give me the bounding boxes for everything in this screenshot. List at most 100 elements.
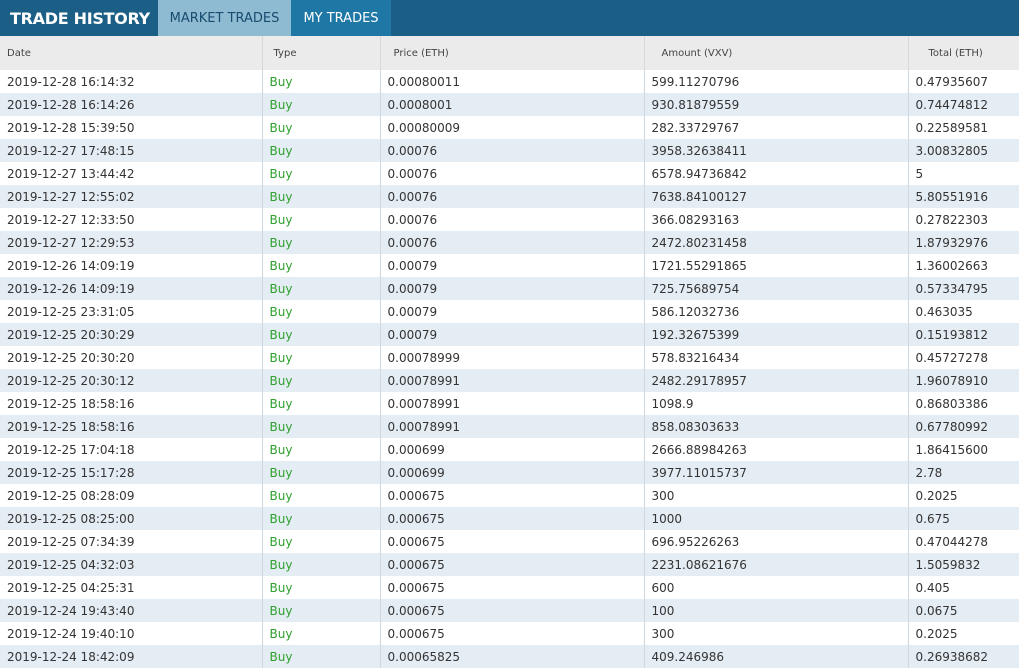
- trade-date: 2019-12-25 18:58:16: [7, 396, 135, 411]
- trade-type: Buy: [261, 323, 380, 346]
- table-row: 2019-12-24 18:42:09 Buy 0.00065825 409.2469…: [0, 645, 1019, 668]
- trade-price: 0.00076: [379, 208, 644, 231]
- trade-total: 0.2025: [907, 484, 1019, 507]
- column-header-date[interactable]: Date: [7, 47, 31, 59]
- trade-type: Buy: [261, 208, 380, 231]
- trade-total: 0.27822303: [907, 208, 1019, 231]
- trade-date: 2019-12-27 12:33:50: [7, 212, 135, 227]
- trade-price: 0.000675: [379, 622, 644, 645]
- trade-price: 0.00078991: [379, 392, 644, 415]
- trade-date: 2019-12-26 14:09:19: [7, 281, 135, 296]
- trade-date: 2019-12-25 20:30:12: [7, 373, 135, 388]
- trade-type: Buy: [261, 346, 380, 369]
- trade-price: 0.00079: [379, 300, 644, 323]
- trade-price: 0.000675: [379, 553, 644, 576]
- table-row: 2019-12-27 12:55:02 Buy 0.00076 7638.841001…: [0, 185, 1019, 208]
- trade-amount: 409.246986: [643, 645, 908, 668]
- tab-market-trades[interactable]: MARKET TRADES: [158, 0, 291, 36]
- trade-type: Buy: [261, 576, 380, 599]
- trade-date: 2019-12-25 04:25:31: [7, 580, 135, 595]
- trade-amount: 2666.88984263: [643, 438, 908, 461]
- table-row: 2019-12-24 19:40:10 Buy 0.000675 300 0.2025: [0, 622, 1019, 645]
- trade-price: 0.000675: [379, 484, 644, 507]
- table-row: 2019-12-26 14:09:19 Buy 0.00079 1721.552918…: [0, 254, 1019, 277]
- tab-my-trades[interactable]: MY TRADES: [291, 0, 391, 36]
- table-header-row: Date Type Price (ETH) Amount (VXV) Total…: [0, 36, 1019, 70]
- trade-price: 0.00078999: [379, 346, 644, 369]
- trade-date: 2019-12-25 20:30:29: [7, 327, 135, 342]
- trade-amount: 100: [643, 599, 908, 622]
- table-row: 2019-12-25 20:30:12 Buy 0.00078991 2482.291…: [0, 369, 1019, 392]
- trade-amount: 1000: [643, 507, 908, 530]
- trade-price: 0.000699: [379, 461, 644, 484]
- trade-total: 1.36002663: [907, 254, 1019, 277]
- trade-date: 2019-12-24 19:43:40: [7, 603, 135, 618]
- trade-price: 0.00079: [379, 323, 644, 346]
- trade-date: 2019-12-25 08:28:09: [7, 488, 135, 503]
- trade-type: Buy: [261, 530, 380, 553]
- trade-total: 0.74474812: [907, 93, 1019, 116]
- trade-total: 3.00832805: [907, 139, 1019, 162]
- trade-amount: 2231.08621676: [643, 553, 908, 576]
- column-header-amount[interactable]: Amount (VXV): [643, 36, 908, 70]
- column-header-total[interactable]: Total (ETH): [907, 36, 1019, 70]
- trade-total: 0.2025: [907, 622, 1019, 645]
- table-row: 2019-12-25 04:32:03 Buy 0.000675 2231.08621…: [0, 553, 1019, 576]
- trade-total: 2.78: [907, 461, 1019, 484]
- trade-rows: 2019-12-28 16:14:32 Buy 0.00080011 599.1127…: [0, 70, 1019, 668]
- trade-date: 2019-12-27 17:48:15: [7, 143, 135, 158]
- trade-date: 2019-12-25 04:32:03: [7, 557, 135, 572]
- table-row: 2019-12-27 12:33:50 Buy 0.00076 366.0829316…: [0, 208, 1019, 231]
- trade-amount: 2472.80231458: [643, 231, 908, 254]
- trade-type: Buy: [261, 461, 380, 484]
- trade-total: 0.0675: [907, 599, 1019, 622]
- trade-type: Buy: [261, 622, 380, 645]
- table-row: 2019-12-25 08:25:00 Buy 0.000675 1000 0.675: [0, 507, 1019, 530]
- column-header-type[interactable]: Type: [261, 36, 380, 70]
- trade-price: 0.000675: [379, 599, 644, 622]
- trade-date: 2019-12-25 23:31:05: [7, 304, 135, 319]
- table-row: 2019-12-27 17:48:15 Buy 0.00076 3958.326384…: [0, 139, 1019, 162]
- trade-amount: 2482.29178957: [643, 369, 908, 392]
- trade-type: Buy: [261, 70, 380, 93]
- trade-amount: 3958.32638411: [643, 139, 908, 162]
- trade-total: 5: [907, 162, 1019, 185]
- trade-date: 2019-12-24 18:42:09: [7, 649, 135, 664]
- trade-amount: 1721.55291865: [643, 254, 908, 277]
- trade-date: 2019-12-25 08:25:00: [7, 511, 135, 526]
- trade-type: Buy: [261, 553, 380, 576]
- table-row: 2019-12-28 16:14:32 Buy 0.00080011 599.1127…: [0, 70, 1019, 93]
- page-title: TRADE HISTORY: [10, 8, 150, 28]
- trade-amount: 599.11270796: [643, 70, 908, 93]
- column-header-price[interactable]: Price (ETH): [379, 36, 644, 70]
- trade-total: 1.87932976: [907, 231, 1019, 254]
- table-row: 2019-12-25 18:58:16 Buy 0.00078991 1098.9 0.…: [0, 392, 1019, 415]
- trade-type: Buy: [261, 277, 380, 300]
- trade-date: 2019-12-25 17:04:18: [7, 442, 135, 457]
- trade-amount: 192.32675399: [643, 323, 908, 346]
- trade-price: 0.000675: [379, 507, 644, 530]
- trade-amount: 282.33729767: [643, 116, 908, 139]
- trade-amount: 7638.84100127: [643, 185, 908, 208]
- table-row: 2019-12-28 15:39:50 Buy 0.00080009 282.3372…: [0, 116, 1019, 139]
- trade-type: Buy: [261, 300, 380, 323]
- trade-price: 0.00080009: [379, 116, 644, 139]
- table-row: 2019-12-25 08:28:09 Buy 0.000675 300 0.2025: [0, 484, 1019, 507]
- trade-date: 2019-12-27 12:29:53: [7, 235, 135, 250]
- trade-amount: 586.12032736: [643, 300, 908, 323]
- trade-total: 0.67780992: [907, 415, 1019, 438]
- trade-type: Buy: [261, 231, 380, 254]
- trade-amount: 300: [643, 484, 908, 507]
- trade-type: Buy: [261, 415, 380, 438]
- trade-amount: 6578.94736842: [643, 162, 908, 185]
- trade-amount: 696.95226263: [643, 530, 908, 553]
- trade-price: 0.00080011: [379, 70, 644, 93]
- trade-total: 0.15193812: [907, 323, 1019, 346]
- trade-price: 0.00076: [379, 231, 644, 254]
- trade-date: 2019-12-25 18:58:16: [7, 419, 135, 434]
- trade-type: Buy: [261, 599, 380, 622]
- trade-history-header: TRADE HISTORY MARKET TRADES MY TRADES: [0, 0, 1019, 36]
- trade-price: 0.000675: [379, 576, 644, 599]
- trade-type: Buy: [261, 139, 380, 162]
- trade-price: 0.0008001: [379, 93, 644, 116]
